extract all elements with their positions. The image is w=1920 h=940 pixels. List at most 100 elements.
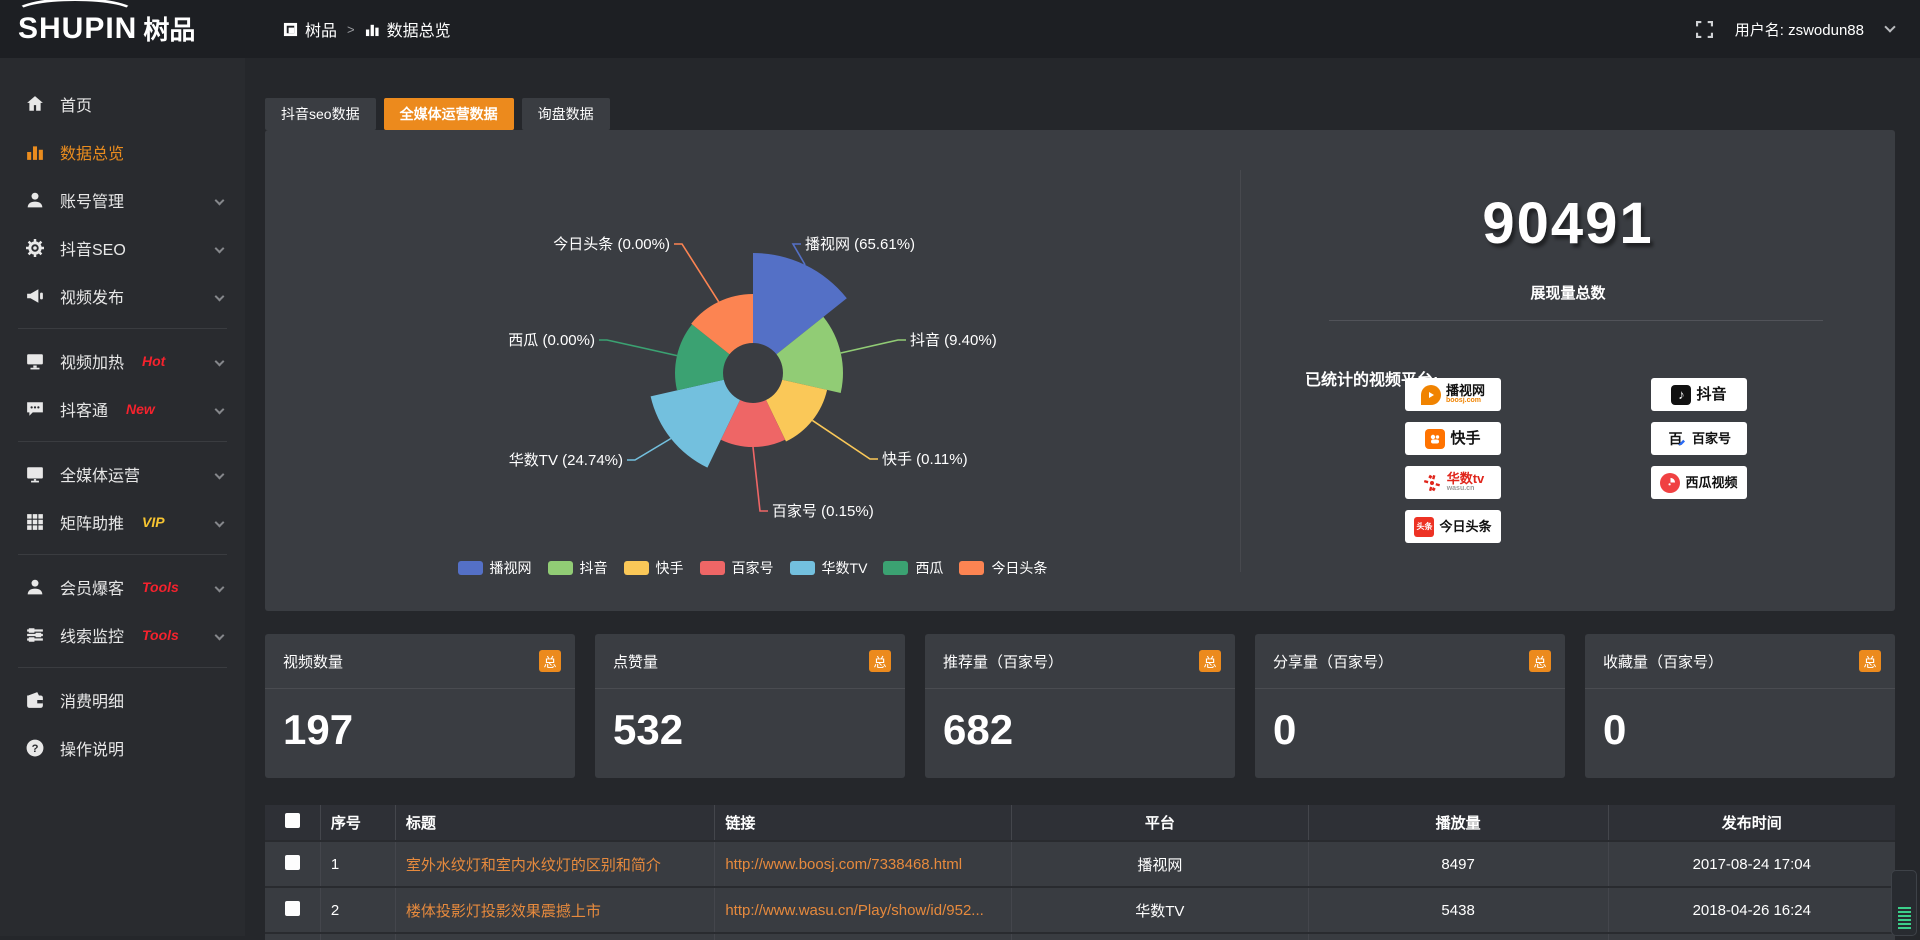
customer-service-widget[interactable] — [1891, 870, 1917, 936]
platform-badge-douyin: ♪ 抖音 — [1651, 378, 1747, 411]
home-icon — [27, 96, 43, 111]
stat-card-likes: 点赞量总 532 — [595, 634, 905, 778]
table-header-row: 序号 标题 链接 平台 播放量 发布时间 — [265, 805, 1895, 842]
monitor-play-icon — [27, 354, 43, 370]
tab-douyin-seo-data[interactable]: 抖音seo数据 — [265, 98, 376, 130]
sidebar-item-lead-monitor[interactable]: 线索监控 Tools — [0, 611, 245, 659]
impressions-total: 90491 — [1482, 191, 1654, 256]
pie-label: 快手 (0.11%) — [882, 451, 968, 468]
logo-arc — [14, 0, 136, 28]
sidebar-item-video-heat[interactable]: 视频加热 Hot — [0, 337, 245, 385]
legend-item[interactable]: 西瓜 — [883, 558, 943, 578]
cell-platform: 华数TV — [1011, 887, 1309, 934]
row-checkbox[interactable] — [284, 900, 300, 916]
sidebar-item-video-publish[interactable]: 视频发布 — [0, 272, 245, 320]
sidebar-divider — [18, 554, 227, 555]
total-badge[interactable]: 总 — [539, 650, 561, 672]
pie-slice[interactable] — [753, 253, 847, 355]
fullscreen-icon[interactable] — [1695, 20, 1713, 38]
megaphone-icon — [27, 289, 43, 303]
chevron-down-icon — [214, 195, 225, 205]
breadcrumb-home[interactable]: 树品 — [283, 17, 337, 41]
pie-label: 华数TV (24.74%) — [509, 452, 623, 469]
bar-chart-icon — [27, 146, 43, 160]
overview-panel: 播视网 (65.61%) 抖音 (9.40%) 快手 (0.11%) 百家号 (0.1… — [265, 130, 1895, 611]
pie-slice[interactable] — [675, 324, 730, 391]
platform-badge-xigua: 西瓜视频 — [1651, 466, 1747, 499]
topbar: SHUPIN 树品 树品 > 数据总览 用户名: zswodun88 — [0, 0, 1920, 58]
sidebar-item-help[interactable]: ? 操作说明 — [0, 724, 245, 772]
pie-label-line — [840, 339, 906, 354]
pie-label-line — [791, 243, 806, 266]
tools-badge: Tools — [142, 627, 179, 643]
total-badge[interactable]: 总 — [1859, 650, 1881, 672]
legend-item[interactable]: 百家号 — [699, 558, 774, 578]
boosj-icon — [1420, 384, 1441, 405]
breadcrumb-separator: > — [347, 21, 355, 37]
sidebar-item-omni-media[interactable]: 全媒体运营 — [0, 450, 245, 498]
kuaishou-icon — [1425, 428, 1446, 449]
legend-swatch — [883, 561, 909, 575]
select-all-checkbox[interactable] — [284, 813, 300, 828]
cell-url-link[interactable]: http://www.wasu.cn/Play/show/id/952... — [714, 887, 1012, 934]
hot-badge: Hot — [142, 353, 166, 369]
pie-slice[interactable] — [720, 400, 786, 448]
legend-item[interactable]: 抖音 — [547, 558, 608, 578]
pie-label: 百家号 (0.15%) — [772, 503, 874, 520]
sidebar-item-home[interactable]: 首页 — [0, 80, 245, 128]
video-data-table: 序号 标题 链接 平台 播放量 发布时间 1 室外水纹灯和室内水纹灯的区别和简介… — [265, 805, 1895, 940]
chat-icon — [27, 402, 43, 416]
legend-swatch — [789, 561, 815, 575]
sidebar-item-account[interactable]: 账号管理 — [0, 176, 245, 224]
cell-title-link[interactable]: 室外水纹灯和室内水纹灯的区别和简介 — [394, 841, 716, 888]
pie-slice[interactable] — [776, 316, 843, 393]
username-label[interactable]: 用户名: zswodun88 — [1734, 21, 1864, 39]
sidebar-divider — [18, 667, 227, 668]
app-logo: SHUPIN 树品 — [0, 0, 245, 44]
cell-title-link[interactable]: 楼体投影灯投影效果震撼上市 — [394, 887, 716, 934]
row-checkbox[interactable] — [284, 854, 300, 870]
legend-item[interactable]: 今日头条 — [959, 558, 1047, 578]
summary-divider — [1329, 320, 1823, 321]
chevron-down-icon[interactable] — [1884, 21, 1896, 33]
breadcrumb: 树品 > 数据总览 — [283, 17, 451, 41]
chevron-down-icon — [214, 630, 225, 640]
total-badge[interactable]: 总 — [1529, 650, 1551, 672]
sidebar-item-douyin-seo[interactable]: 抖音SEO — [0, 224, 245, 272]
pie-label-line — [627, 437, 672, 461]
tab-inquiry-data[interactable]: 询盘数据 — [521, 98, 610, 130]
pie-slice[interactable] — [650, 379, 740, 468]
pie-slice[interactable] — [766, 379, 828, 442]
grid-icon — [27, 514, 43, 530]
sidebar-item-member-burst[interactable]: 会员爆客 Tools — [0, 563, 245, 611]
sidebar-item-matrix-boost[interactable]: 矩阵助推 VIP — [0, 498, 245, 546]
pie-label-line — [599, 339, 678, 357]
chevron-down-icon — [214, 469, 225, 479]
cell-url-link[interactable]: http://www.boosj.com/7338468.html — [714, 841, 1012, 888]
col-header-title: 标题 — [394, 805, 716, 842]
total-badge[interactable]: 总 — [869, 650, 891, 672]
col-header-seq: 序号 — [319, 805, 396, 842]
sidebar: 首页 数据总览 账号管理 抖音SEO 视频发布 视频加热 Hot 抖客通 New… — [0, 58, 245, 936]
legend-item[interactable]: 播视网 — [457, 558, 532, 578]
data-tabs: 抖音seo数据 全媒体运营数据 询盘数据 — [265, 98, 610, 130]
col-header-platform: 平台 — [1011, 805, 1309, 842]
rose-chart[interactable]: 播视网 (65.61%) 抖音 (9.40%) 快手 (0.11%) 百家号 (0.1… — [265, 130, 1240, 611]
legend-item[interactable]: 华数TV — [789, 558, 867, 578]
baijiahao-icon: 百 — [1666, 428, 1687, 449]
total-badge[interactable]: 总 — [1199, 650, 1221, 672]
svg-text:?: ? — [32, 743, 39, 755]
pie-slice[interactable] — [691, 293, 753, 355]
sidebar-item-data-overview[interactable]: 数据总览 — [0, 128, 245, 176]
sidebar-item-doketong[interactable]: 抖客通 New — [0, 385, 245, 433]
legend-item[interactable]: 快手 — [623, 558, 684, 578]
wasu-icon — [1421, 472, 1442, 493]
chevron-down-icon — [214, 582, 225, 592]
tab-omni-media-data[interactable]: 全媒体运营数据 — [383, 98, 514, 130]
sidebar-item-spend-detail[interactable]: 消费明细 — [0, 676, 245, 724]
sliders-icon — [27, 628, 43, 642]
sidebar-divider — [18, 328, 227, 329]
main-content: 抖音seo数据 全媒体运营数据 询盘数据 播视网 (65.61%) 抖音 (9.4… — [245, 58, 1920, 940]
breadcrumb-current[interactable]: 数据总览 — [365, 17, 451, 41]
user-icon — [27, 192, 43, 208]
